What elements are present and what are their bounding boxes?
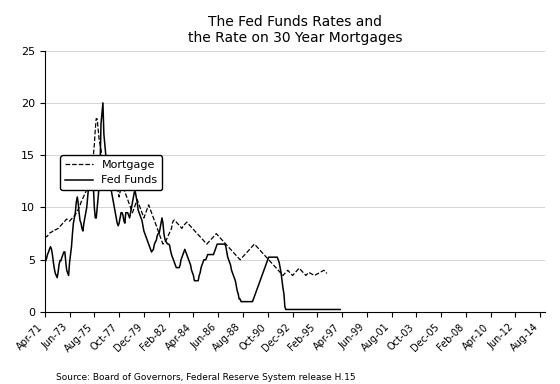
Fed Funds — [41, 260, 48, 265]
Mortgage — [222, 242, 229, 247]
Mortgage — [41, 233, 48, 238]
Fed Funds — [172, 263, 179, 267]
Fed Funds — [337, 307, 344, 312]
Mortgage — [324, 271, 330, 276]
Line: Fed Funds: Fed Funds — [45, 103, 340, 310]
Fed Funds — [119, 210, 125, 215]
Line: Mortgage: Mortgage — [45, 119, 327, 275]
Mortgage — [240, 254, 246, 259]
Fed Funds — [256, 281, 263, 286]
Fed Funds — [100, 101, 106, 105]
Mortgage — [200, 238, 207, 242]
Legend: Mortgage, Fed Funds: Mortgage, Fed Funds — [60, 156, 162, 190]
Title: The Fed Funds Rates and
the Rate on 30 Year Mortgages: The Fed Funds Rates and the Rate on 30 Y… — [188, 15, 402, 45]
Fed Funds — [168, 252, 175, 257]
Mortgage — [62, 219, 68, 223]
Mortgage — [301, 271, 307, 276]
Fed Funds — [282, 307, 289, 312]
Fed Funds — [274, 255, 281, 260]
Text: Source: Board of Governors, Federal Reserve System release H.15: Source: Board of Governors, Federal Rese… — [56, 373, 356, 382]
Fed Funds — [77, 218, 83, 223]
Mortgage — [97, 142, 104, 147]
Mortgage — [279, 273, 286, 278]
Mortgage — [93, 116, 100, 121]
